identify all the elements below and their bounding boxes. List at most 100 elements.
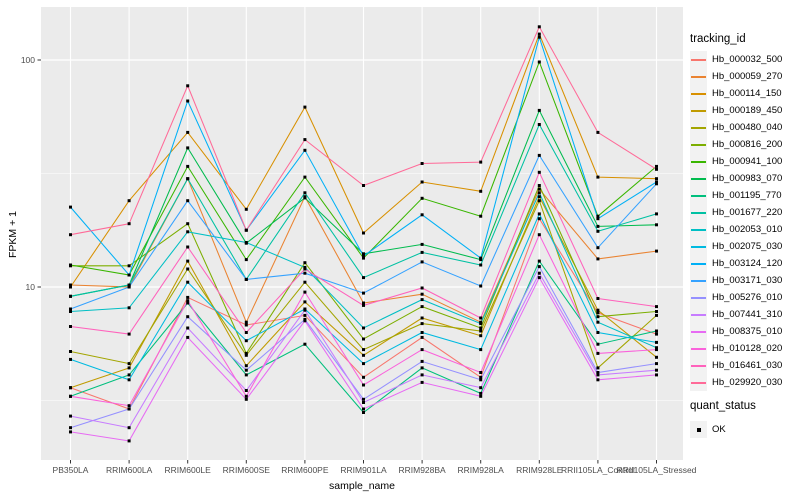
legend-key-swatch [690, 421, 707, 438]
legend-item-label: Hb_003171_030 [712, 275, 783, 286]
data-point [596, 229, 600, 233]
data-point [186, 326, 190, 330]
data-point [244, 394, 248, 398]
data-point [127, 199, 131, 203]
data-point [596, 371, 600, 374]
data-point [479, 329, 483, 333]
legend-title-quant-status: quant_status [690, 400, 756, 412]
data-point [420, 260, 424, 264]
data-point [127, 222, 131, 226]
legend-item-Hb_008375_010: Hb_008375_010 [690, 323, 782, 340]
data-point [479, 284, 483, 288]
legend-item-label: Hb_000480_040 [712, 122, 783, 133]
data-point [186, 295, 190, 299]
data-point [596, 315, 600, 319]
data-point [186, 335, 190, 339]
legend-key-line [691, 382, 706, 384]
data-point [655, 348, 658, 352]
legend-item-label: Hb_000941_100 [712, 156, 783, 167]
data-point [186, 130, 190, 134]
data-point [655, 180, 658, 184]
data-point [362, 254, 365, 258]
data-point [186, 245, 190, 249]
legend-item-Hb_001195_770: Hb_001195_770 [690, 187, 782, 204]
data-point [537, 276, 541, 280]
data-point [479, 256, 483, 260]
data-point [596, 217, 600, 221]
data-point [655, 329, 658, 333]
data-point [303, 175, 307, 179]
legend-item-label: Hb_002053_010 [712, 224, 783, 235]
data-point [420, 380, 424, 384]
legend-key-point [696, 427, 701, 432]
x-tick-label: PB350LA [53, 465, 89, 475]
data-point [127, 283, 131, 287]
x-axis-title: sample_name [329, 480, 395, 492]
data-point [655, 177, 658, 181]
data-point [596, 373, 600, 377]
data-point [537, 191, 541, 195]
legend-item-label: Hb_000983_070 [712, 173, 783, 184]
legend-title-tracking-id: tracking_id [690, 33, 746, 45]
legend-item-Hb_007441_310: Hb_007441_310 [690, 306, 782, 323]
data-point [69, 394, 72, 398]
legend-key-swatch [690, 85, 707, 102]
data-point [127, 285, 131, 289]
data-point [244, 228, 248, 232]
data-point [303, 105, 307, 109]
data-point [127, 426, 131, 430]
data-point [596, 246, 600, 250]
data-point [362, 231, 365, 235]
data-point [537, 187, 541, 191]
legend-key-line [691, 280, 706, 282]
legend-key-line [691, 59, 706, 61]
data-point [127, 378, 131, 382]
data-point [244, 207, 248, 211]
legend-key-swatch [690, 238, 707, 255]
data-point [244, 397, 248, 401]
data-point [362, 256, 365, 260]
legend-item-label: Hb_001677_220 [712, 207, 783, 218]
data-point [655, 313, 658, 317]
legend-key-line [691, 229, 706, 231]
data-point [303, 300, 307, 304]
data-point [244, 353, 248, 357]
legend-item-label: Hb_005276_010 [712, 292, 783, 303]
y-axis-title: FPKM + 1 [6, 0, 20, 468]
legend-item-Hb_002053_010: Hb_002053_010 [690, 221, 782, 238]
y-tick-label: 100 [21, 55, 35, 65]
data-point [244, 389, 248, 392]
data-point [479, 160, 483, 164]
data-point [244, 331, 248, 334]
data-point [655, 373, 658, 377]
legend-item-Hb_003171_030: Hb_003171_030 [690, 272, 782, 289]
data-point [655, 212, 658, 216]
data-point [596, 320, 600, 324]
data-point [420, 322, 424, 326]
data-point [479, 391, 483, 395]
legend-key-line [691, 178, 706, 180]
legend-key-swatch [690, 323, 707, 340]
legend-item-label: Hb_002075_030 [712, 241, 783, 252]
x-tick-label: RRIM928BA [398, 465, 446, 475]
data-point [537, 25, 541, 29]
data-point [127, 264, 131, 268]
data-point [596, 342, 600, 346]
data-point [479, 214, 483, 218]
data-point [420, 196, 424, 200]
legend-item-label: Hb_029920_030 [712, 377, 783, 388]
data-point [127, 404, 131, 408]
data-point [537, 108, 541, 112]
data-point [69, 307, 72, 311]
legend-item-label: Hb_000114_150 [712, 88, 782, 99]
data-point [479, 386, 483, 390]
legend-key-swatch [690, 374, 707, 391]
data-point [655, 332, 658, 336]
legend-item-label: Hb_000816_200 [712, 139, 783, 150]
data-point [479, 189, 483, 193]
data-point [186, 299, 190, 303]
data-point [127, 273, 131, 277]
data-point [596, 308, 600, 312]
legend-item-Hb_000941_100: Hb_000941_100 [690, 153, 782, 170]
